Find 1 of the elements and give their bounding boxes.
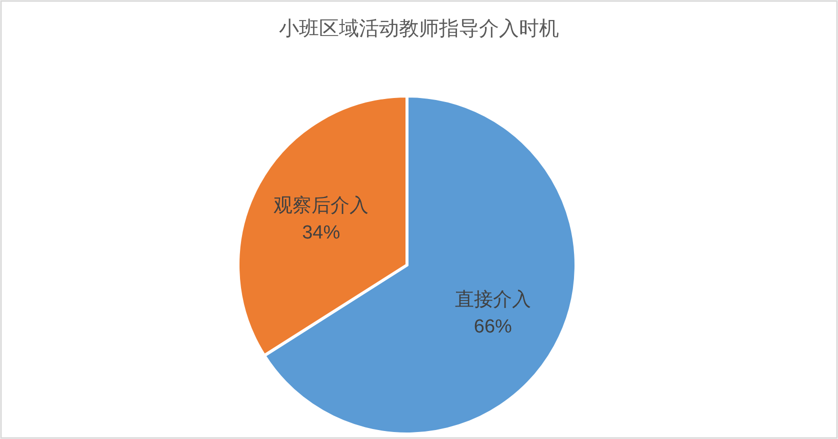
title: 小班区域活动教师指导介入时机: [279, 18, 559, 40]
